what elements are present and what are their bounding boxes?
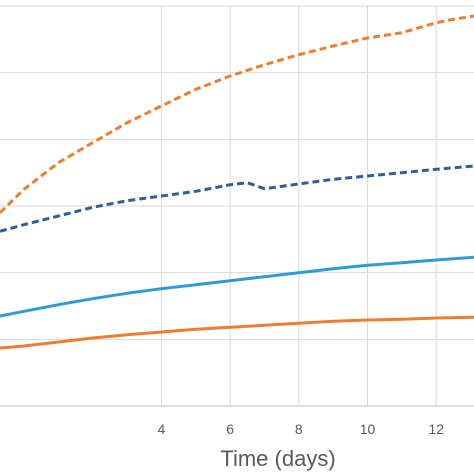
series-line-2 xyxy=(0,164,474,233)
x-tick-label: 10 xyxy=(360,421,376,437)
x-tick-label: 6 xyxy=(226,421,234,437)
x-tick-label: 4 xyxy=(158,421,166,437)
series-lines xyxy=(0,14,474,350)
series-line-3 xyxy=(0,255,474,318)
series-line-1 xyxy=(0,14,474,214)
x-tick-label: 8 xyxy=(295,421,303,437)
x-axis-title: Time (days) xyxy=(220,446,335,471)
series-line-4 xyxy=(0,315,474,350)
x-tick-labels: 4 6 8 10 12 xyxy=(158,421,445,437)
x-tick-label: 12 xyxy=(428,421,444,437)
